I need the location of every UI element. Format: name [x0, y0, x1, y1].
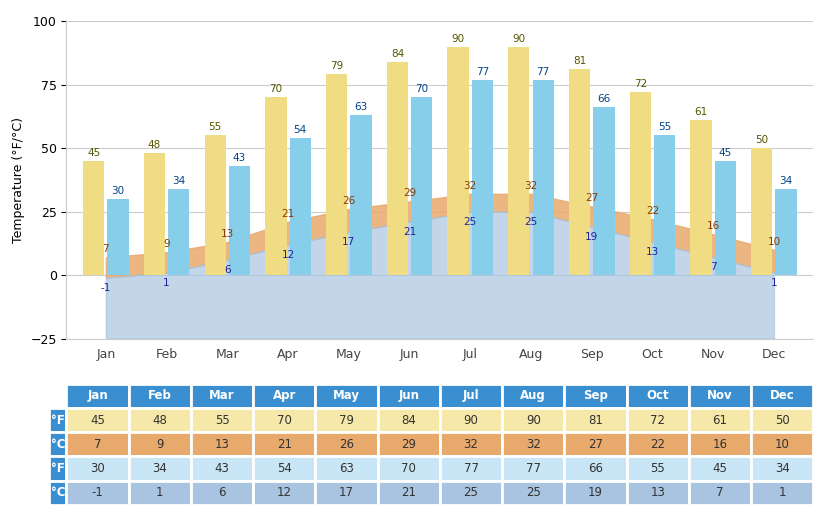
Text: 45: 45	[87, 148, 100, 158]
Text: 12: 12	[281, 250, 295, 260]
Bar	[533, 79, 554, 275]
Text: 70: 70	[415, 84, 428, 94]
Text: 1: 1	[770, 278, 777, 288]
Bar	[107, 199, 129, 275]
Bar	[411, 97, 432, 275]
Bar	[471, 79, 493, 275]
Text: 61: 61	[695, 107, 708, 117]
Text: 25: 25	[525, 217, 538, 227]
Text: 55: 55	[658, 122, 671, 132]
Text: 21: 21	[281, 209, 295, 218]
Bar	[569, 69, 590, 275]
Legend: Average High Temp(°F), Average Low Temp(°F), Average High Temp(°C), Average Low : Average High Temp(°F), Average Low Temp(…	[100, 402, 780, 424]
Bar	[350, 115, 372, 275]
Text: 43: 43	[233, 153, 247, 163]
Bar	[751, 148, 773, 275]
Text: -1: -1	[100, 282, 111, 293]
Bar	[168, 189, 189, 275]
Bar	[290, 138, 311, 275]
Text: 90: 90	[452, 33, 465, 43]
Text: 54: 54	[294, 125, 307, 135]
Text: 63: 63	[354, 102, 368, 112]
Text: 26: 26	[342, 196, 355, 206]
Text: 25: 25	[464, 217, 477, 227]
Bar	[715, 161, 736, 275]
Text: 16: 16	[706, 222, 720, 231]
Bar	[266, 97, 286, 275]
Text: 7: 7	[103, 244, 110, 254]
Text: 81: 81	[573, 57, 586, 66]
Bar	[387, 62, 408, 275]
Bar	[204, 135, 226, 275]
Text: 7: 7	[710, 262, 716, 272]
Text: 45: 45	[719, 148, 732, 158]
Bar	[630, 92, 651, 275]
Text: 29: 29	[403, 188, 416, 198]
Bar	[326, 75, 347, 275]
Bar	[691, 120, 711, 275]
Text: 17: 17	[342, 237, 355, 247]
Text: 13: 13	[221, 229, 234, 239]
Text: 72: 72	[633, 79, 647, 89]
Text: 9: 9	[164, 239, 170, 249]
Text: 50: 50	[755, 135, 769, 145]
Text: 30: 30	[111, 186, 124, 196]
Bar	[229, 166, 250, 275]
Text: 13: 13	[646, 247, 659, 257]
Text: 1: 1	[164, 278, 170, 288]
Bar	[447, 47, 469, 275]
Bar	[593, 107, 614, 275]
Text: 77: 77	[536, 67, 549, 77]
Text: 27: 27	[585, 194, 598, 204]
Text: 10: 10	[768, 236, 780, 247]
Y-axis label: Temperature (°F/°C): Temperature (°F/°C)	[12, 117, 25, 243]
Bar	[508, 47, 530, 275]
Bar	[144, 153, 165, 275]
Text: 32: 32	[525, 181, 538, 191]
Text: 77: 77	[476, 67, 489, 77]
Text: 79: 79	[330, 61, 344, 71]
Bar	[654, 135, 676, 275]
Text: 90: 90	[512, 33, 525, 43]
Text: 32: 32	[464, 181, 477, 191]
Text: 34: 34	[172, 176, 185, 186]
Text: 34: 34	[779, 176, 793, 186]
Text: 55: 55	[208, 122, 222, 132]
Text: 19: 19	[585, 232, 598, 242]
Text: 66: 66	[598, 95, 611, 104]
Text: 21: 21	[403, 227, 416, 237]
Bar	[775, 189, 797, 275]
Text: 84: 84	[391, 49, 404, 59]
Text: 70: 70	[270, 84, 282, 94]
Text: 48: 48	[148, 140, 161, 150]
Bar	[83, 161, 105, 275]
Text: 22: 22	[646, 206, 659, 216]
Text: 6: 6	[224, 265, 231, 275]
